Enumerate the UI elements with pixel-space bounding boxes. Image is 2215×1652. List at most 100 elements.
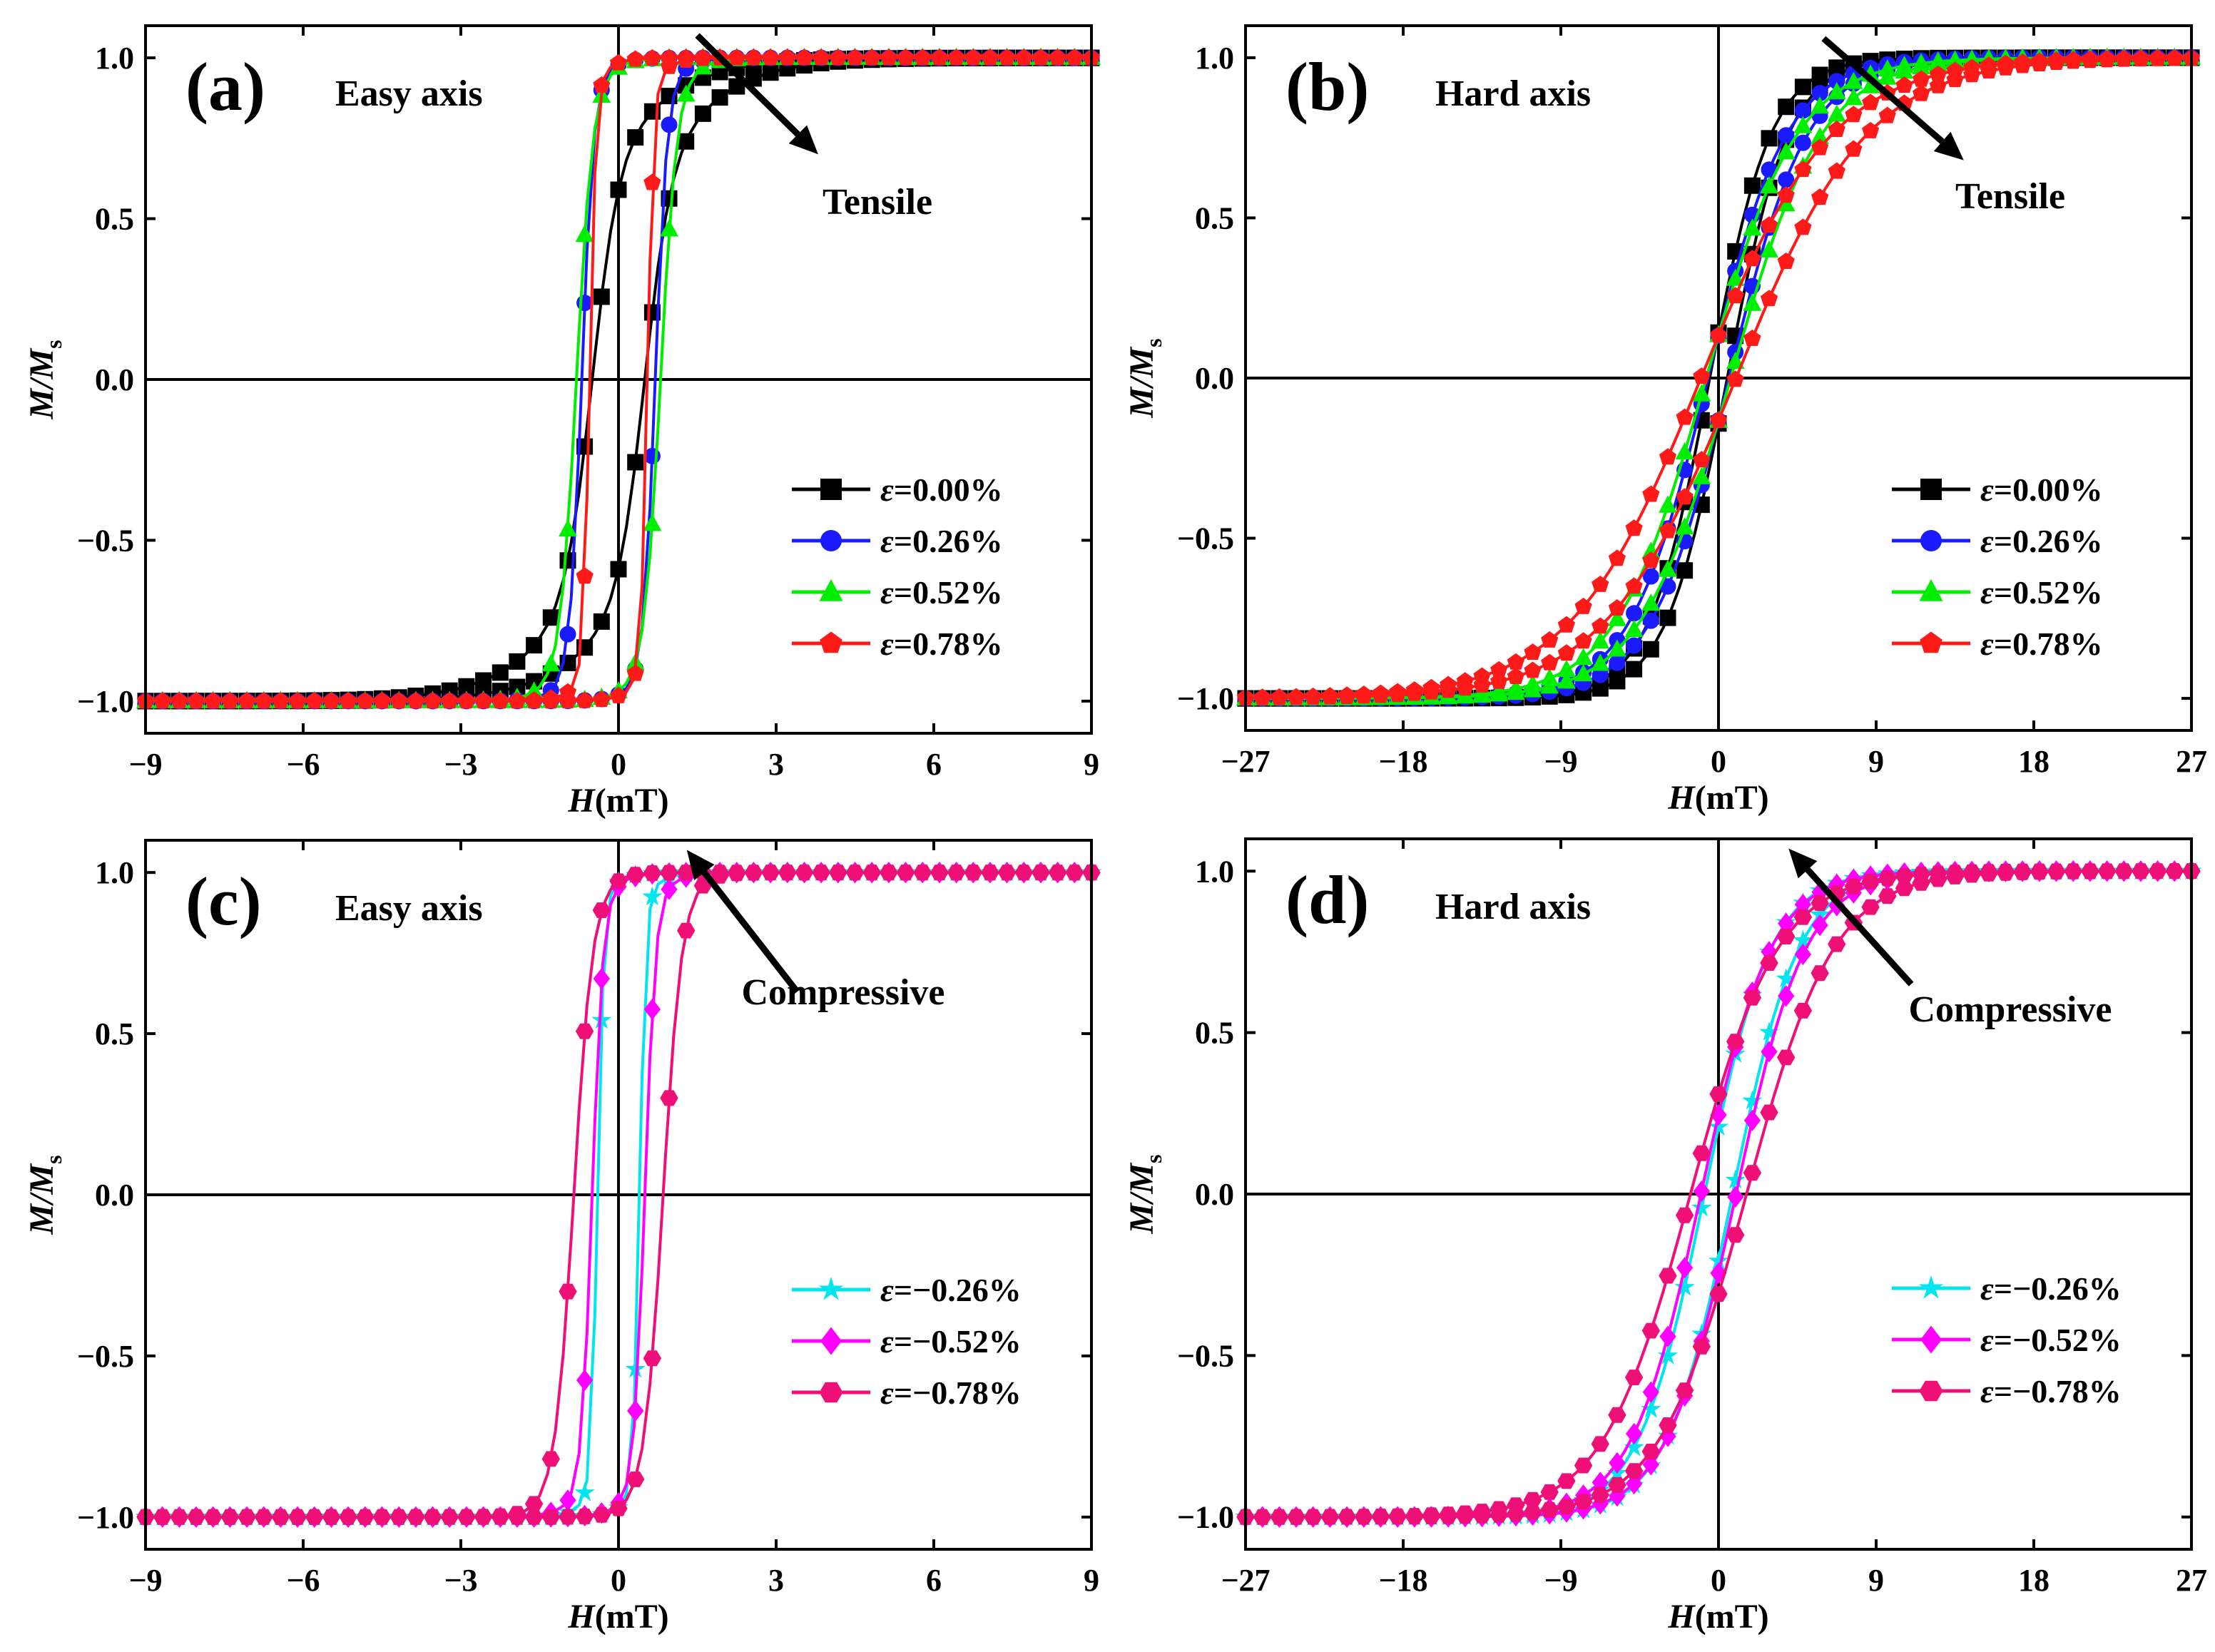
data-point <box>593 967 610 990</box>
y-tick-label: 0.5 <box>95 1016 134 1051</box>
x-tick-label: 6 <box>926 1563 942 1598</box>
data-point <box>1642 641 1659 658</box>
data-point <box>1980 61 1997 78</box>
data-point <box>1727 1186 1744 1208</box>
data-point <box>1032 49 1050 66</box>
data-point <box>1591 1436 1609 1452</box>
data-point <box>1692 1338 1711 1355</box>
data-point <box>1456 679 1474 696</box>
data-point <box>897 49 915 66</box>
data-point <box>271 1509 290 1525</box>
x-tick-label: −6 <box>286 747 320 782</box>
data-point <box>1761 1041 1778 1063</box>
data-point <box>1456 1508 1475 1524</box>
data-point <box>1557 644 1575 661</box>
data-point <box>2013 864 2032 880</box>
plot-frame <box>144 839 1093 1551</box>
data-point <box>981 865 999 881</box>
data-point <box>1778 127 1795 144</box>
data-point <box>1743 1165 1762 1181</box>
series-4 <box>136 49 1101 709</box>
y-tick-label: −0.5 <box>77 523 134 558</box>
data-point <box>1726 1034 1745 1050</box>
data-point <box>1997 58 2015 76</box>
data-point <box>1591 631 1610 649</box>
y-tick-label: 1.0 <box>1195 854 1234 889</box>
data-point <box>1709 411 1728 428</box>
data-point <box>593 613 610 630</box>
data-point <box>1574 632 1592 649</box>
data-point <box>541 1451 560 1467</box>
data-point <box>1693 367 1711 384</box>
data-point <box>1996 865 2015 881</box>
data-point <box>592 1506 611 1523</box>
data-point <box>407 692 424 709</box>
data-point <box>1592 617 1609 634</box>
legend-label: ε=0.52% <box>880 574 1003 611</box>
data-point <box>541 1509 560 1525</box>
data-point <box>1065 865 1084 881</box>
data-point <box>1405 1509 1424 1525</box>
data-point <box>1726 370 1744 387</box>
x-tick-label: 27 <box>2176 744 2207 779</box>
data-point <box>1777 1049 1796 1066</box>
data-point <box>1490 684 1509 702</box>
y-tick-label: 1.0 <box>95 855 134 890</box>
data-point <box>1776 142 1796 160</box>
x-tick-label: 3 <box>768 1563 784 1598</box>
data-point <box>1675 442 1694 459</box>
data-point <box>1032 865 1050 881</box>
data-point <box>829 49 847 66</box>
legend-label: ε=0.26% <box>880 523 1003 559</box>
x-tick-label: −9 <box>128 747 162 782</box>
data-point <box>1607 608 1626 626</box>
data-point <box>761 865 780 881</box>
legend-marker <box>820 631 842 653</box>
data-point <box>1321 688 1339 705</box>
data-point <box>643 998 661 1021</box>
data-point <box>1523 680 1542 698</box>
x-tick-label: 9 <box>1084 747 1099 782</box>
chart-panel-d: −27 −18 −9 0 9 18 27 −1.0 −0.5 0.0 0.5 1.0 (d) Hard a… <box>1123 837 2207 1636</box>
data-point <box>2165 863 2184 879</box>
data-point <box>795 865 814 881</box>
data-point <box>2149 49 2166 66</box>
data-point <box>508 692 526 709</box>
data-point <box>390 692 408 709</box>
data-point <box>1624 619 1644 637</box>
data-point <box>1557 1499 1576 1515</box>
y-tick-label: 0.0 <box>95 1178 134 1213</box>
x-axis-title: H(mT) <box>567 1598 668 1636</box>
data-point <box>862 865 881 881</box>
data-point <box>1642 551 1660 568</box>
data-point <box>2081 863 2099 879</box>
legend-marker <box>1920 479 1942 500</box>
panel-label: (d) <box>1285 862 1369 938</box>
data-point <box>1675 1207 1694 1223</box>
axis-note: Easy axis <box>335 888 483 929</box>
data-point <box>1676 1257 1694 1279</box>
y-tick-label: 0.0 <box>95 362 134 397</box>
panel-label: (b) <box>1285 49 1369 125</box>
data-point <box>575 1023 594 1039</box>
data-point <box>1811 96 1830 114</box>
data-point <box>238 692 256 709</box>
data-point <box>1338 1509 1356 1525</box>
data-point <box>491 1509 509 1525</box>
trend-arrow-label: Compressive <box>741 972 944 1013</box>
data-point <box>677 865 696 881</box>
data-point <box>812 865 830 881</box>
data-point <box>204 692 222 709</box>
data-point <box>1778 985 1795 1007</box>
data-point <box>1659 1417 1677 1433</box>
data-point <box>407 1509 425 1525</box>
data-point <box>661 878 678 900</box>
data-point <box>694 105 711 122</box>
x-tick-label: 3 <box>768 747 784 782</box>
data-point <box>559 626 576 643</box>
data-point <box>1708 1116 1729 1136</box>
legend-marker <box>1920 530 1942 551</box>
data-point <box>627 454 644 471</box>
x-tick-label: −9 <box>1544 1563 1577 1598</box>
data-point <box>591 1009 612 1029</box>
